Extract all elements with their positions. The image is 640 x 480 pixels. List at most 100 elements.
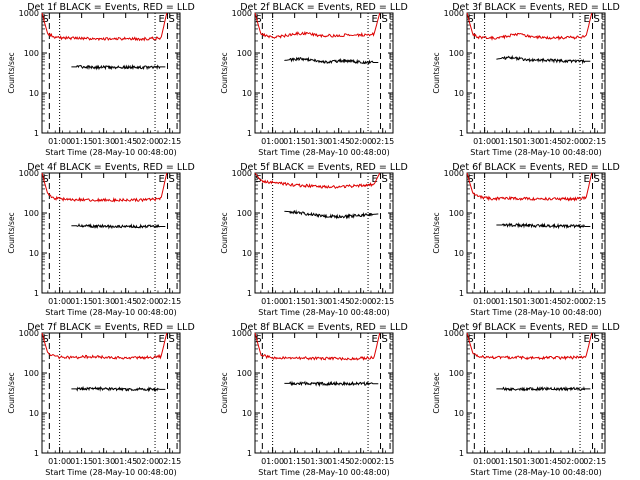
x-tick-label: 02:00 bbox=[349, 137, 372, 146]
second-start-marker-label: S bbox=[382, 174, 388, 185]
plot-frame bbox=[41, 172, 181, 294]
x-tick-label: 02:00 bbox=[349, 297, 372, 306]
chart-title: Det 8f BLACK = Events, RED = LLD bbox=[240, 322, 408, 333]
y-tick-label: 100 bbox=[24, 369, 39, 378]
lld-rate-line bbox=[41, 332, 168, 360]
y-tick-label: 1000 bbox=[444, 329, 464, 338]
x-axis-label: Start Time (28-May-10 00:48:00) bbox=[45, 148, 176, 157]
end-marker-label: E bbox=[372, 334, 378, 345]
x-axis-label: Start Time (28-May-10 00:48:00) bbox=[258, 468, 389, 477]
events-rate-line bbox=[71, 63, 166, 71]
chart-panel-det5f: Det 5f BLACK = Events, RED = LLD 1 10 100 10… bbox=[220, 162, 408, 317]
x-tick-label: 01:15 bbox=[70, 297, 93, 306]
y-tick-label: 10 bbox=[242, 89, 252, 98]
chart-title: Det 4f BLACK = Events, RED = LLD bbox=[27, 162, 195, 173]
y-tick-label: 1 bbox=[247, 289, 252, 298]
plot-frame bbox=[254, 332, 394, 454]
x-tick-label: 01:15 bbox=[495, 137, 518, 146]
start-marker-label: S bbox=[42, 174, 48, 185]
y-tick-label: 10 bbox=[454, 89, 464, 98]
x-tick-label: 02:00 bbox=[561, 457, 584, 466]
x-tick-label: 01:15 bbox=[283, 137, 306, 146]
events-rate-line bbox=[284, 56, 379, 65]
y-tick-label: 10 bbox=[454, 409, 464, 418]
x-tick-label: 01:00 bbox=[473, 457, 496, 466]
chart-title: Det 6f BLACK = Events, RED = LLD bbox=[452, 162, 620, 173]
x-tick-label: 01:30 bbox=[305, 297, 328, 306]
y-tick-label: 1 bbox=[459, 129, 464, 138]
x-tick-label: 02:15 bbox=[583, 137, 606, 146]
y-tick-label: 100 bbox=[237, 49, 252, 58]
events-rate-line bbox=[284, 380, 379, 388]
lld-rate-line bbox=[254, 12, 381, 39]
start-marker-label: S bbox=[467, 334, 473, 345]
end-marker-label: E bbox=[584, 174, 590, 185]
lld-rate-line bbox=[254, 172, 381, 189]
chart-panel-det2f: Det 2f BLACK = Events, RED = LLD 1 10 100 10… bbox=[220, 2, 408, 157]
x-axis-label: Start Time (28-May-10 00:48:00) bbox=[258, 148, 389, 157]
chart-panel-det8f: Det 8f BLACK = Events, RED = LLD 1 10 100 10… bbox=[220, 322, 408, 477]
y-tick-label: 100 bbox=[24, 209, 39, 218]
end-marker-label: E bbox=[159, 14, 165, 25]
y-tick-label: 1000 bbox=[444, 169, 464, 178]
x-tick-label: 02:15 bbox=[583, 457, 606, 466]
start-marker-label: S bbox=[467, 14, 473, 25]
second-start-marker-label: S bbox=[169, 334, 175, 345]
start-marker-label: S bbox=[255, 174, 261, 185]
x-tick-label: 01:30 bbox=[92, 297, 115, 306]
x-tick-label: 01:45 bbox=[327, 457, 350, 466]
second-start-marker-label: S bbox=[594, 174, 600, 185]
chart-panel-det7f: Det 7f BLACK = Events, RED = LLD 1 10 100 10… bbox=[7, 322, 195, 477]
plot-frame bbox=[41, 12, 181, 134]
y-tick-label: 1 bbox=[34, 449, 39, 458]
chart-title: Det 5f BLACK = Events, RED = LLD bbox=[240, 162, 408, 173]
x-tick-label: 02:15 bbox=[371, 137, 394, 146]
y-tick-label: 10 bbox=[242, 249, 252, 258]
y-tick-label: 1000 bbox=[232, 9, 252, 18]
end-marker-label: E bbox=[159, 174, 165, 185]
start-marker-label: S bbox=[42, 14, 48, 25]
x-tick-label: 01:45 bbox=[539, 137, 562, 146]
second-start-marker-label: S bbox=[169, 14, 175, 25]
chart-panel-det4f: Det 4f BLACK = Events, RED = LLD 1 10 100 10… bbox=[7, 162, 195, 317]
lld-rate-line bbox=[41, 12, 168, 42]
second-start-marker-label: S bbox=[382, 334, 388, 345]
y-axis-label: Counts/sec bbox=[432, 212, 441, 253]
end-marker-label: E bbox=[372, 174, 378, 185]
x-tick-label: 01:15 bbox=[283, 457, 306, 466]
end-marker-label: E bbox=[584, 334, 590, 345]
y-tick-label: 10 bbox=[29, 89, 39, 98]
x-tick-label: 01:45 bbox=[539, 457, 562, 466]
y-tick-label: 100 bbox=[237, 209, 252, 218]
y-axis-label: Counts/sec bbox=[7, 372, 16, 413]
chart-title: Det 7f BLACK = Events, RED = LLD bbox=[27, 322, 195, 333]
chart-panel-det9f: Det 9f BLACK = Events, RED = LLD 1 10 100 10… bbox=[432, 322, 620, 477]
y-tick-label: 10 bbox=[454, 249, 464, 258]
start-marker-label: S bbox=[467, 174, 473, 185]
y-tick-label: 1000 bbox=[19, 329, 39, 338]
x-tick-label: 01:45 bbox=[327, 137, 350, 146]
x-tick-label: 01:15 bbox=[495, 457, 518, 466]
events-rate-line bbox=[496, 222, 591, 230]
end-marker-label: E bbox=[159, 334, 165, 345]
x-axis-label: Start Time (28-May-10 00:48:00) bbox=[470, 308, 601, 317]
x-tick-label: 02:00 bbox=[136, 457, 159, 466]
y-axis-label: Counts/sec bbox=[432, 52, 441, 93]
y-tick-label: 10 bbox=[242, 409, 252, 418]
y-tick-label: 10 bbox=[29, 249, 39, 258]
x-tick-label: 01:00 bbox=[48, 457, 71, 466]
x-tick-label: 01:45 bbox=[114, 457, 137, 466]
y-tick-label: 1000 bbox=[232, 329, 252, 338]
x-tick-label: 02:15 bbox=[158, 457, 181, 466]
lld-rate-line bbox=[466, 172, 593, 202]
x-tick-label: 01:30 bbox=[517, 297, 540, 306]
x-tick-label: 02:00 bbox=[561, 137, 584, 146]
x-axis-label: Start Time (28-May-10 00:48:00) bbox=[258, 308, 389, 317]
x-tick-label: 01:15 bbox=[495, 297, 518, 306]
start-marker-label: S bbox=[255, 14, 261, 25]
end-marker-label: E bbox=[372, 14, 378, 25]
x-axis-label: Start Time (28-May-10 00:48:00) bbox=[470, 148, 601, 157]
x-tick-label: 01:45 bbox=[114, 137, 137, 146]
